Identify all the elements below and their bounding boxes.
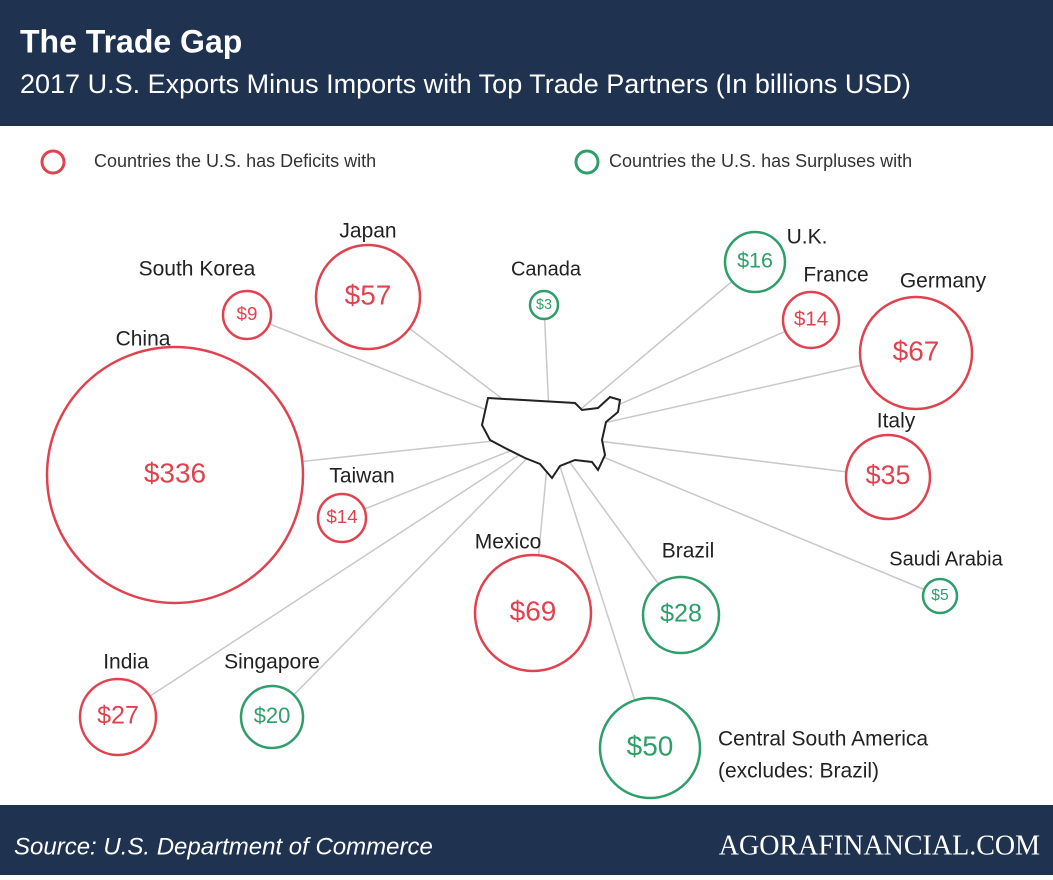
bubble-value: $20 [254, 703, 291, 728]
legend-swatch [574, 149, 600, 175]
country-name: Italy [877, 410, 916, 433]
bubble [316, 492, 368, 544]
country-name: Saudi Arabia [889, 548, 1003, 570]
bubble-value: $16 [737, 249, 773, 273]
bubble [598, 696, 702, 800]
bubble-value: $3 [536, 297, 552, 313]
brand: AGORAFINANCIAL.COM [719, 830, 1040, 861]
bubble [641, 575, 721, 655]
country-note: (excludes: Brazil) [718, 760, 879, 783]
bubble [239, 684, 305, 750]
connector [549, 352, 917, 436]
connector [271, 434, 551, 718]
country-name: Germany [900, 270, 987, 293]
connector [549, 434, 889, 478]
bubble-value: $27 [97, 702, 139, 730]
footer-bar [0, 805, 1053, 875]
source: Source: U.S. Department of Commerce [14, 833, 433, 860]
bubble [314, 243, 422, 351]
bubble [473, 553, 593, 673]
legend-swatch [40, 149, 66, 175]
country-name: China [116, 328, 171, 351]
bubble-value: $9 [237, 303, 258, 324]
country-name: Taiwan [329, 465, 394, 488]
country-name: South Korea [139, 258, 256, 281]
bubble [844, 433, 932, 521]
country-name: Central South America [718, 728, 928, 751]
bubble [921, 577, 959, 615]
country-name: U.K. [787, 226, 828, 249]
bubble [45, 345, 305, 605]
bubble-value: $57 [345, 279, 392, 310]
bubble-value: $35 [866, 460, 911, 490]
legend-label: Countries the U.S. has Surpluses with [609, 151, 912, 171]
connector [549, 434, 651, 749]
bubble-value: $14 [794, 307, 828, 330]
bubble [723, 230, 787, 294]
bubble [858, 295, 974, 411]
country-name: India [103, 651, 149, 674]
usa-map [480, 395, 622, 480]
bubble [528, 289, 560, 321]
bubble-value: $28 [660, 600, 702, 628]
bubble-value: $5 [931, 587, 949, 604]
connector [549, 434, 941, 597]
bubble-value: $67 [893, 335, 940, 366]
bubble-value: $50 [627, 730, 674, 761]
title: The Trade Gap [20, 23, 242, 59]
bubble-value: $14 [326, 506, 357, 527]
country-name: France [803, 264, 868, 287]
country-name: Canada [511, 258, 582, 280]
bubble-value: $69 [510, 595, 557, 626]
header-bar [0, 0, 1053, 126]
nodes: $336 China $9 South Korea $57 Japan $3 Canada $1… [45, 220, 1004, 800]
bubble [781, 290, 841, 350]
country-name: Brazil [662, 540, 715, 563]
legend-label: Countries the U.S. has Deficits with [94, 151, 376, 171]
subtitle: 2017 U.S. Exports Minus Imports with Top… [20, 69, 911, 99]
bubble [78, 677, 158, 757]
country-name: Mexico [475, 531, 542, 554]
bubble-value: $336 [144, 457, 206, 488]
connector [117, 434, 551, 718]
country-name: Japan [339, 220, 396, 243]
country-name: Singapore [224, 651, 320, 674]
bubble [221, 289, 273, 341]
connector [549, 261, 756, 436]
